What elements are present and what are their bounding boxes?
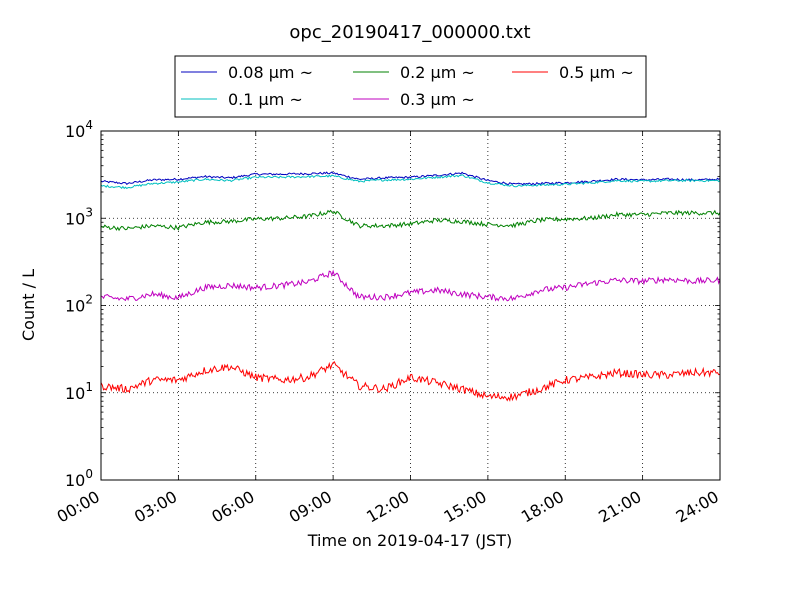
y-tick-label: 103 [65, 205, 93, 228]
x-tick-label: 12:00 [363, 487, 412, 527]
x-tick-label: 00:00 [54, 487, 103, 527]
chart-title: opc_20190417_000000.txt [289, 22, 530, 43]
legend-label: 0.3 μm ~ [400, 90, 475, 109]
series-line [101, 209, 720, 232]
x-tick-label: 09:00 [286, 487, 335, 527]
x-tick-label: 21:00 [595, 487, 644, 527]
x-tick-label: 18:00 [518, 487, 567, 527]
x-axis-label: Time on 2019-04-17 (JST) [307, 531, 512, 550]
series-line [101, 174, 720, 190]
y-tick-label: 100 [65, 467, 93, 490]
x-tick-label: 24:00 [673, 487, 722, 527]
x-tick-label: 03:00 [131, 487, 180, 527]
x-tick-label: 06:00 [208, 487, 257, 527]
series-line [101, 171, 720, 186]
y-tick-label: 104 [65, 118, 93, 141]
legend-box [174, 55, 647, 118]
series-line [101, 361, 720, 402]
series-line [101, 269, 720, 302]
legend-label: 0.2 μm ~ [400, 63, 475, 82]
x-tick-label: 15:00 [440, 487, 489, 527]
y-tick-label: 101 [65, 380, 93, 403]
plot-frame [100, 130, 721, 481]
series-lines [101, 171, 720, 402]
plot-area [101, 131, 720, 480]
legend-label: 0.5 μm ~ [559, 63, 634, 82]
legend-label: 0.1 μm ~ [228, 90, 303, 109]
y-axis-label: Count / L [19, 269, 38, 341]
legend-label: 0.08 μm ~ [228, 63, 313, 82]
legend: 0.08 μm ~ 0.1 μm ~ 0.2 μm ~ 0.3 μm ~ 0.5 μm … [174, 55, 647, 118]
y-tick-label: 102 [65, 293, 93, 316]
